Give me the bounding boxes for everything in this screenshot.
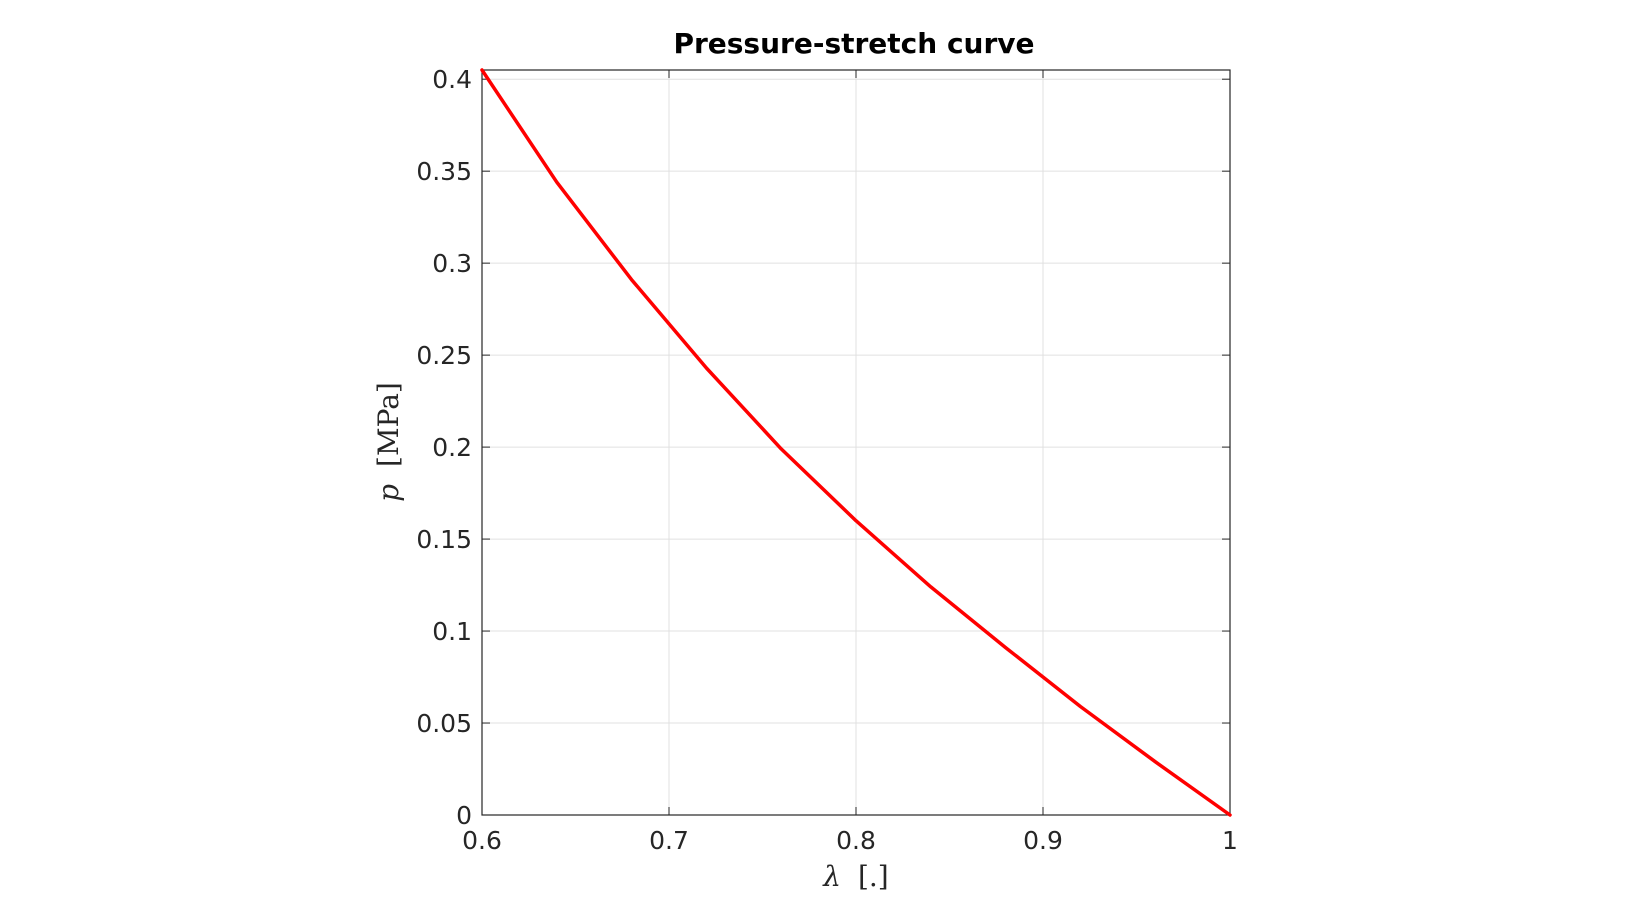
y-tick-label: 0.2 — [432, 433, 472, 462]
y-tick-label: 0.4 — [432, 65, 472, 94]
x-tick-label: 0.8 — [836, 826, 876, 855]
y-tick-label: 0.25 — [416, 341, 472, 370]
x-tick-label: 0.7 — [649, 826, 689, 855]
series-line — [480, 68, 1232, 817]
x-tick-label: 0.9 — [1023, 826, 1063, 855]
y-tick-label: 0.35 — [416, 157, 472, 186]
x-tick-labels: 0.6 0.7 0.8 0.9 1 — [462, 826, 1238, 855]
y-axis-unit: [MPa] — [372, 382, 405, 467]
plot-area-frame — [481, 69, 1231, 816]
chart-title: Pressure-stretch curve — [673, 27, 1034, 60]
y-tick-label: 0.15 — [416, 525, 472, 554]
x-axis-unit: [.] — [858, 860, 889, 893]
x-tick-label: 0.6 — [462, 826, 502, 855]
x-axis-label: λ [.] — [822, 860, 888, 893]
y-axis-label: p [MPa] — [372, 382, 405, 502]
y-tick-labels: 0 0.05 0.1 0.15 0.2 0.25 0.3 0.35 0.4 — [416, 65, 472, 830]
grid-lines — [482, 70, 1230, 815]
y-tick-label: 0.1 — [432, 617, 472, 646]
y-axis-symbol: p — [372, 484, 405, 502]
y-tick-label: 0 — [456, 801, 472, 830]
y-tick-label: 0.3 — [432, 249, 472, 278]
x-tick-label: 1 — [1222, 826, 1238, 855]
x-axis-symbol: λ — [822, 860, 841, 893]
y-tick-label: 0.05 — [416, 709, 472, 738]
